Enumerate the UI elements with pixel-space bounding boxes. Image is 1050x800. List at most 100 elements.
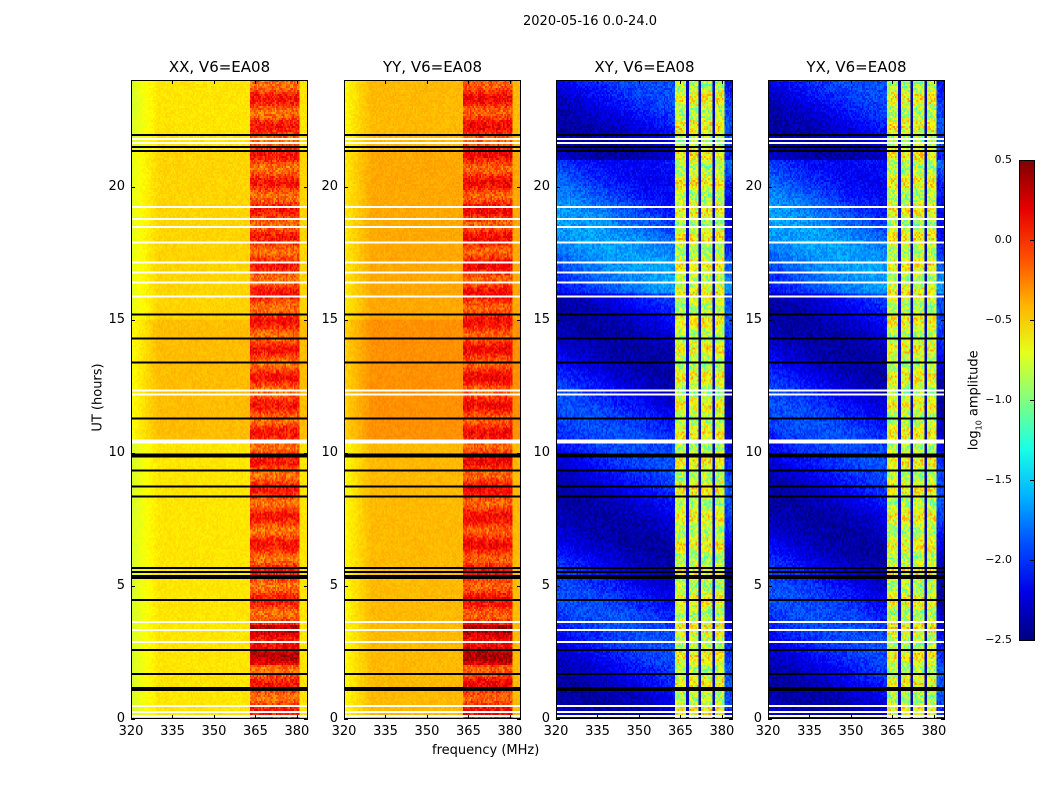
y-tick-mark [304,452,308,454]
y-tick-mark [517,585,521,587]
x-tick-mark [509,715,511,719]
colorbar-tick-mark [1030,480,1034,481]
x-tick-label: 335 [373,724,398,739]
x-tick-mark [172,80,174,84]
y-tick-mark [768,585,772,587]
x-tick-mark [721,715,723,719]
y-tick-mark [344,186,348,188]
y-tick-mark [131,186,135,188]
x-tick-label: 380 [709,724,735,739]
x-tick-mark [850,80,852,84]
y-tick-label: 10 [321,444,338,460]
x-tick-mark [344,715,345,719]
y-tick-label: 5 [541,577,550,593]
y-tick-mark [729,585,733,587]
y-tick-mark [131,319,135,321]
y-tick-mark [941,719,945,720]
panel-title: YX, V6=EA08 [806,58,907,76]
y-tick-mark [344,319,348,321]
y-tick-mark [556,585,560,587]
x-tick-mark [385,715,387,719]
y-tick-mark [941,186,945,188]
x-tick-mark [426,80,428,84]
colorbar-label: log10 amplitude [966,350,984,451]
y-tick-mark [131,452,135,454]
x-tick-label: 365 [668,724,693,739]
x-tick-label: 380 [921,724,947,739]
x-tick-mark [213,80,215,84]
y-tick-mark [517,719,521,720]
x-tick-label: 320 [755,724,781,739]
x-tick-mark [768,715,769,719]
y-tick-mark [768,319,772,321]
x-tick-mark [296,80,298,84]
x-tick-mark [172,715,174,719]
x-tick-mark [850,715,852,719]
x-tick-label: 365 [243,724,268,739]
x-tick-mark [426,715,428,719]
x-tick-label: 320 [118,724,144,739]
colorbar-tick-mark [1030,160,1034,161]
x-tick-mark [892,80,894,84]
x-tick-label: 380 [284,724,310,739]
panel-0: XX, V6=EA08 0 5 10 15 20 320 335 350 365 380 [108,58,309,739]
x-tick-mark [638,80,640,84]
y-tick-label: 15 [321,311,338,327]
x-tick-mark [131,80,132,84]
y-tick-label: 15 [745,311,762,327]
x-tick-label: 365 [880,724,905,739]
x-tick-mark [597,80,599,84]
y-tick-mark [131,719,135,720]
x-tick-mark [468,80,470,84]
x-tick-mark [721,80,723,84]
x-tick-label: 350 [201,724,227,739]
x-tick-label: 335 [585,724,610,739]
y-tick-mark [517,319,521,321]
y-tick-label: 20 [108,178,125,194]
x-tick-mark [933,80,935,84]
y-tick-label: 15 [533,311,550,327]
y-tick-mark [729,452,733,454]
x-tick-label: 335 [797,724,822,739]
y-tick-label: 20 [533,178,550,194]
y-tick-label: 10 [108,444,125,460]
y-tick-label: 10 [745,444,762,460]
colorbar-tick-mark [1030,320,1034,321]
y-tick-label: 0 [753,711,762,726]
x-tick-mark [509,80,511,84]
y-tick-mark [304,186,308,188]
axes-frame [344,80,521,719]
x-tick-label: 320 [331,724,357,739]
x-tick-mark [933,715,935,719]
y-tick-mark [941,585,945,587]
y-tick-mark [556,452,560,454]
colorbar-tick-mark [1030,560,1034,561]
y-tick-label: 0 [329,711,338,726]
x-tick-mark [597,715,599,719]
x-tick-mark [296,715,298,719]
panel-2: XY, V6=EA08 0 5 10 15 20 320 335 350 365 380 [533,58,734,739]
axes-frame [131,80,308,719]
x-tick-mark [255,715,257,719]
y-tick-mark [768,186,772,188]
x-tick-mark [556,715,557,719]
x-tick-mark [638,715,640,719]
y-tick-mark [941,452,945,454]
y-tick-mark [556,319,560,321]
x-tick-label: 350 [414,724,440,739]
x-tick-label: 350 [626,724,652,739]
axes-frame [768,80,945,719]
y-tick-mark [556,719,560,720]
y-tick-label: 0 [541,711,550,726]
y-tick-mark [729,319,733,321]
colorbar-tick-mark [1030,240,1034,241]
panel-title: YY, V6=EA08 [382,58,483,76]
y-tick-mark [131,585,135,587]
y-tick-mark [729,186,733,188]
x-tick-mark [809,715,811,719]
panel-1: YY, V6=EA08 0 5 10 15 20 320 335 350 365 380 [321,58,522,739]
x-tick-mark [680,715,682,719]
y-tick-label: 0 [116,711,125,726]
y-tick-label: 5 [753,577,762,593]
x-tick-mark [468,715,470,719]
